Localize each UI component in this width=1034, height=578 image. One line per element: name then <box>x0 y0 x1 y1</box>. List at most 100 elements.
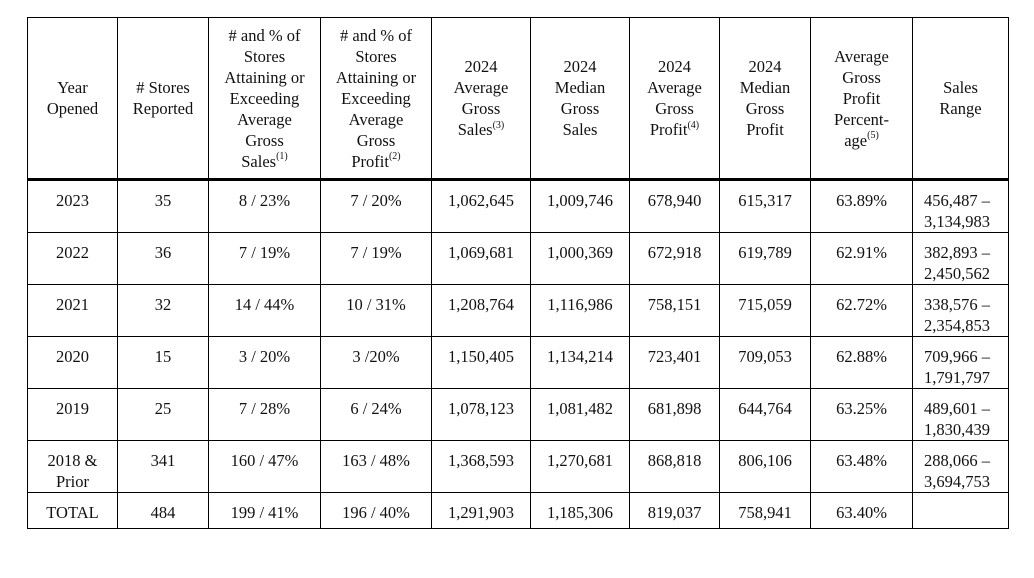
profit-attain-cell: 10 / 31% <box>320 284 432 337</box>
header-line: Gross <box>842 67 881 87</box>
range-low: 288,066 – <box>924 451 990 470</box>
header-line: Average <box>453 78 509 97</box>
footnote-marker: (2) <box>388 151 401 162</box>
table-row: 2018 & Prior 341 160 / 47% 163 / 48% 1,368,59… <box>27 440 1009 493</box>
avg-profit-cell: 819,037 <box>629 492 720 529</box>
header-line: Gross <box>461 99 501 118</box>
median-sales-cell: 1,270,681 <box>530 440 630 493</box>
header-line: Average <box>237 109 292 129</box>
range-high: 3,134,983 <box>924 212 990 231</box>
avg-sales-cell: 1,078,123 <box>431 388 531 441</box>
header-avg-gross-sales: 2024 Average Gross Sales(3) <box>431 17 531 181</box>
range-high: 2,354,853 <box>924 316 990 335</box>
avg-sales-cell: 1,291,903 <box>431 492 531 529</box>
header-median-gross-sales: 2024 Median Gross Sales <box>530 17 630 181</box>
header-line: 2024 <box>464 57 498 76</box>
median-sales-cell: 1,000,369 <box>530 232 630 285</box>
profit-attain-cell: 3 /20% <box>320 336 432 389</box>
avg-profit-cell: 868,818 <box>629 440 720 493</box>
avg-pct-cell: 63.40% <box>810 492 913 529</box>
header-stores-attaining-profit: # and % of Stores Attaining or Exceeding Ave… <box>320 17 432 181</box>
sales-range-cell: 489,601 – 1,830,439 <box>912 388 1009 441</box>
header-line: Average <box>647 78 702 97</box>
stores-reported-cell: 25 <box>117 388 209 441</box>
sales-attain-cell: 8 / 23% <box>208 179 321 233</box>
avg-profit-cell: 758,151 <box>629 284 720 337</box>
header-line: Profit(2) <box>325 151 427 172</box>
footnote-marker: (1) <box>276 151 288 162</box>
avg-pct-cell: 63.89% <box>810 179 913 233</box>
table-body: 2023 35 8 / 23% 7 / 20% 1,062,645 1,009,746 67… <box>27 179 1009 529</box>
header-line: Attaining or <box>224 67 305 87</box>
stores-reported-cell: 15 <box>117 336 209 389</box>
header-text: Profit <box>649 120 688 139</box>
header-line: Gross <box>356 130 396 150</box>
header-line: # and % of <box>340 25 412 45</box>
table-row: 2022 36 7 / 19% 7 / 19% 1,069,681 1,000,369 67… <box>27 232 1009 285</box>
year-opened-cell: 2022 <box>27 232 118 285</box>
range-low: 338,576 – <box>924 295 990 314</box>
table-row: 2021 32 14 / 44% 10 / 31% 1,208,764 1,116,986… <box>27 284 1009 337</box>
header-line: Median <box>554 78 606 97</box>
header-line: Gross <box>560 99 600 118</box>
profit-attain-cell: 7 / 20% <box>320 179 432 233</box>
median-profit-cell: 806,106 <box>719 440 811 493</box>
sales-range-cell: 338,576 – 2,354,853 <box>912 284 1009 337</box>
header-line: Stores <box>355 46 397 66</box>
range-low: 489,601 – <box>924 399 990 418</box>
header-sales-range: Sales Range <box>912 17 1009 181</box>
median-profit-cell: 715,059 <box>719 284 811 337</box>
header-line: 2024 <box>748 57 782 76</box>
range-low: 456,487 – <box>924 191 990 210</box>
range-high: 1,791,797 <box>924 368 990 387</box>
header-line: Median <box>739 78 791 97</box>
header-line: Gross <box>745 99 785 118</box>
avg-sales-cell: 1,368,593 <box>431 440 531 493</box>
year-opened-cell: 2019 <box>27 388 118 441</box>
sales-attain-cell: 160 / 47% <box>208 440 321 493</box>
header-median-gross-profit: 2024 Median Gross Profit <box>719 17 811 181</box>
header-line: # Stores <box>136 78 190 97</box>
range-low: 382,893 – <box>924 243 990 262</box>
median-sales-cell: 1,134,214 <box>530 336 630 389</box>
year-line: Prior <box>56 472 89 491</box>
header-line: Attaining or <box>335 67 417 87</box>
year-opened-cell: 2020 <box>27 336 118 389</box>
header-line: Stores <box>243 46 286 66</box>
header-line: Average <box>834 46 889 66</box>
median-sales-cell: 1,081,482 <box>530 388 630 441</box>
header-text: Profit <box>351 151 389 171</box>
header-line: Range <box>939 99 982 118</box>
profit-attain-cell: 6 / 24% <box>320 388 432 441</box>
header-avg-gross-profit: 2024 Average Gross Profit(4) <box>629 17 720 181</box>
footnote-marker: (3) <box>492 119 505 131</box>
sales-range-cell <box>912 492 1009 529</box>
range-high: 2,450,562 <box>924 264 990 283</box>
header-line: Sales(3) <box>436 119 526 140</box>
store-performance-table: Year Opened # Stores Reported # and % of Stor… <box>27 17 1009 529</box>
median-profit-cell: 615,317 <box>719 179 811 233</box>
sales-range-cell: 456,487 – 3,134,983 <box>912 179 1009 233</box>
header-line: Opened <box>46 99 99 118</box>
avg-sales-cell: 1,208,764 <box>431 284 531 337</box>
avg-pct-cell: 62.72% <box>810 284 913 337</box>
avg-pct-cell: 62.91% <box>810 232 913 285</box>
footnote-marker: (4) <box>687 119 700 131</box>
table-row: 2019 25 7 / 28% 6 / 24% 1,078,123 1,081,482 68… <box>27 388 1009 441</box>
header-line: Profit <box>842 88 881 108</box>
header-line: Sales(1) <box>213 151 316 172</box>
header-line: Exceeding <box>341 88 411 108</box>
year-opened-cell: 2018 & Prior <box>27 440 118 493</box>
median-profit-cell: 619,789 <box>719 232 811 285</box>
sales-range-cell: 382,893 – 2,450,562 <box>912 232 1009 285</box>
avg-profit-cell: 681,898 <box>629 388 720 441</box>
header-avg-profit-percentage: Average Gross Profit Percent-age(5) <box>810 17 913 181</box>
year-opened-cell: 2021 <box>27 284 118 337</box>
header-text: age <box>844 130 868 150</box>
header-line: Year <box>57 78 88 97</box>
sales-range-cell: 288,066 – 3,694,753 <box>912 440 1009 493</box>
header-line: age(5) <box>815 130 908 151</box>
avg-pct-cell: 63.25% <box>810 388 913 441</box>
table-row: 2023 35 8 / 23% 7 / 20% 1,062,645 1,009,746 67… <box>27 179 1009 233</box>
header-year-opened: Year Opened <box>27 17 118 181</box>
